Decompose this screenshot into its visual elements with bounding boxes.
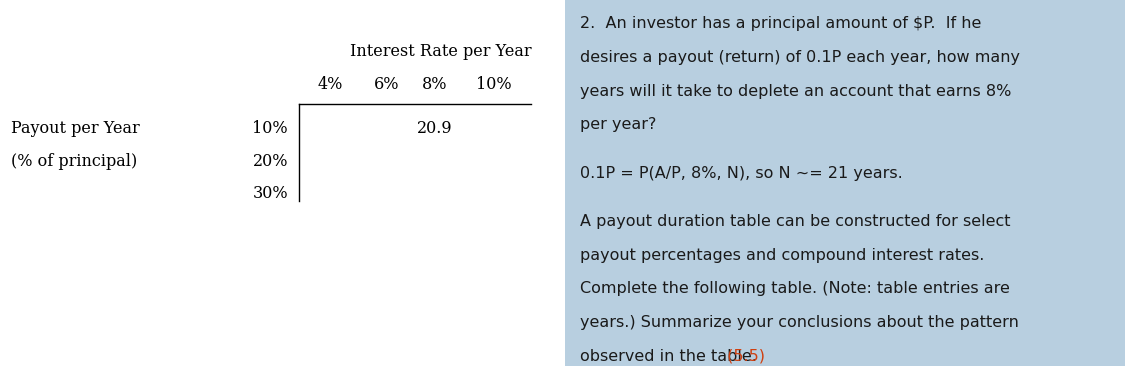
Text: 0.1P = P(A/P, 8%, N), so N ~= 21 years.: 0.1P = P(A/P, 8%, N), so N ~= 21 years.	[580, 166, 903, 181]
Text: Complete the following table. (Note: table entries are: Complete the following table. (Note: tab…	[580, 281, 1010, 296]
Text: desires a payout (return) of 0.1P each year, how many: desires a payout (return) of 0.1P each y…	[580, 50, 1020, 65]
Text: 30%: 30%	[252, 186, 288, 202]
Text: years will it take to deplete an account that earns 8%: years will it take to deplete an account…	[580, 84, 1011, 99]
Text: A payout duration table can be constructed for select: A payout duration table can be construct…	[580, 214, 1011, 229]
Text: per year?: per year?	[580, 117, 657, 132]
Text: 8%: 8%	[422, 76, 448, 93]
Text: 10%: 10%	[252, 120, 288, 137]
Text: 6%: 6%	[375, 76, 399, 93]
Text: 2.  An investor has a principal amount of $P.  If he: 2. An investor has a principal amount of…	[580, 16, 982, 31]
Text: years.) Summarize your conclusions about the pattern: years.) Summarize your conclusions about…	[580, 315, 1019, 330]
Text: 4%: 4%	[317, 76, 343, 93]
Text: 10%: 10%	[476, 76, 512, 93]
Text: Interest Rate per Year: Interest Rate per Year	[350, 43, 531, 60]
Text: (% of principal): (% of principal)	[11, 153, 137, 169]
Text: 20%: 20%	[252, 153, 288, 169]
Text: (5.5): (5.5)	[722, 349, 765, 364]
Text: 20.9: 20.9	[417, 120, 452, 137]
Text: observed in the table.: observed in the table.	[580, 349, 757, 364]
Text: payout percentages and compound interest rates.: payout percentages and compound interest…	[580, 248, 984, 263]
Text: Payout per Year: Payout per Year	[11, 120, 140, 137]
